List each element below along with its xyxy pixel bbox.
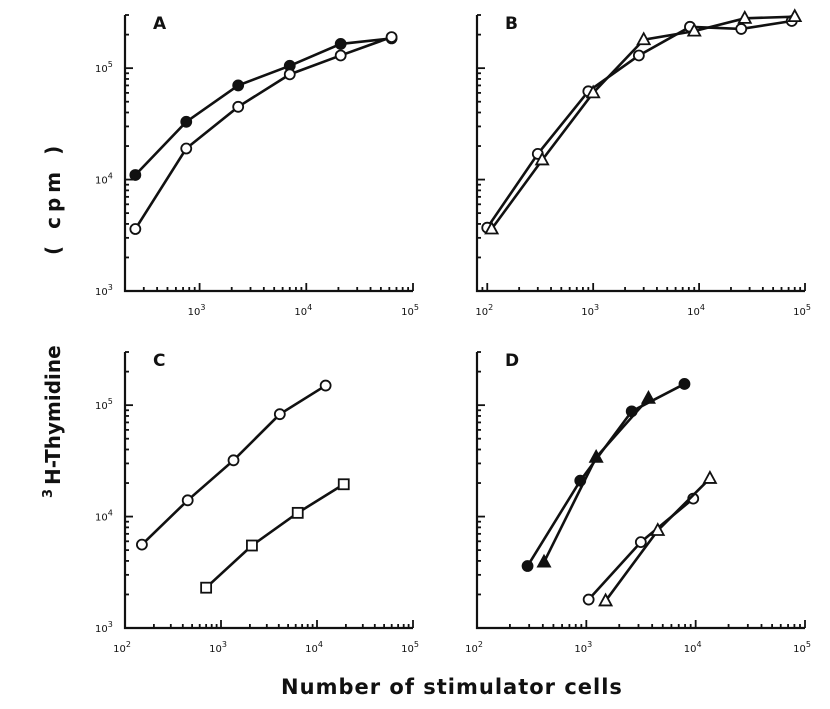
data-point-circle bbox=[180, 115, 193, 128]
x-tick-label: 105 bbox=[401, 303, 419, 318]
series-line bbox=[205, 483, 345, 589]
data-point-circle bbox=[273, 408, 286, 421]
data-point-triangle bbox=[484, 220, 500, 235]
x-axis-title: Number of stimulator cells bbox=[281, 675, 623, 699]
series-line bbox=[542, 397, 650, 563]
x-tick-label: 102 bbox=[465, 640, 483, 655]
x-tick-label: 105 bbox=[401, 640, 419, 655]
y-axis-title-superscript: 3 bbox=[41, 489, 56, 498]
data-point-triangle bbox=[686, 22, 702, 37]
y-axis-title: H-Thymidine bbox=[41, 345, 65, 485]
x-tick-label: 102 bbox=[475, 303, 493, 318]
axis-frame bbox=[123, 352, 413, 630]
data-point-circle bbox=[735, 23, 748, 35]
data-point-circle bbox=[283, 68, 296, 81]
data-point-circle bbox=[521, 560, 534, 572]
x-tick-label: 105 bbox=[793, 303, 811, 318]
x-tick-label: 103 bbox=[209, 640, 227, 655]
data-point-circle bbox=[632, 49, 645, 62]
data-point-circle bbox=[334, 49, 347, 62]
y-tick-label: 105 bbox=[95, 397, 113, 412]
data-point-triangle bbox=[536, 553, 552, 568]
data-point-circle bbox=[180, 142, 193, 155]
x-tick-label: 102 bbox=[113, 640, 131, 655]
axis-frame bbox=[475, 352, 805, 630]
x-tick-label: 103 bbox=[574, 640, 592, 655]
y-tick-label: 104 bbox=[95, 509, 113, 524]
data-point-circle bbox=[181, 494, 194, 507]
x-tick-label: 104 bbox=[294, 303, 312, 318]
data-point-circle bbox=[232, 100, 245, 113]
data-point-circle bbox=[385, 31, 398, 44]
series-line bbox=[134, 37, 392, 176]
data-point-triangle bbox=[702, 470, 718, 484]
y-tick-label: 105 bbox=[95, 60, 113, 75]
y-tick-label: 103 bbox=[95, 283, 113, 298]
data-point-triangle bbox=[650, 522, 666, 536]
data-point-circle bbox=[582, 593, 595, 606]
x-tick-label: 105 bbox=[793, 640, 811, 655]
data-point-triangle bbox=[737, 9, 753, 24]
data-point-triangle bbox=[636, 31, 652, 46]
series-line bbox=[134, 35, 393, 230]
data-point-triangle bbox=[585, 84, 601, 99]
data-point-circle bbox=[634, 536, 647, 549]
x-tick-label: 103 bbox=[581, 303, 599, 318]
data-point-triangle bbox=[598, 592, 614, 607]
panel-label: A bbox=[153, 14, 167, 34]
x-tick-label: 104 bbox=[305, 640, 323, 655]
data-point-circle bbox=[129, 169, 142, 181]
x-tick-label: 103 bbox=[188, 303, 206, 318]
series-line bbox=[587, 497, 695, 601]
data-point-circle bbox=[678, 378, 691, 390]
data-point-square bbox=[291, 506, 304, 519]
data-point-circle bbox=[129, 223, 142, 235]
data-point-circle bbox=[334, 38, 347, 50]
y-tick-label: 104 bbox=[95, 172, 113, 187]
panel-label: B bbox=[505, 14, 518, 34]
y-tick-label: 103 bbox=[95, 620, 113, 635]
panel-label: D bbox=[505, 351, 519, 371]
panel-d: 102 103 104 105 D bbox=[465, 351, 811, 655]
panel-a: 103 104 105 103 104 105 A bbox=[95, 14, 419, 318]
series-line bbox=[526, 382, 686, 567]
data-point-square bbox=[337, 478, 350, 491]
data-point-triangle bbox=[534, 151, 550, 166]
x-tick-label: 104 bbox=[684, 640, 702, 655]
data-point-square bbox=[200, 581, 213, 594]
axis-frame bbox=[123, 15, 413, 293]
data-point-circle bbox=[136, 538, 148, 551]
data-point-circle bbox=[227, 454, 240, 467]
series-line bbox=[490, 15, 795, 230]
data-point-circle bbox=[232, 79, 245, 92]
data-point-circle bbox=[319, 379, 332, 392]
y-axis-title-group: 3 H-Thymidine ( cpm ) bbox=[41, 141, 65, 498]
panel-b: 102 103 104 105 B bbox=[475, 8, 811, 318]
x-tick-label: 104 bbox=[687, 303, 705, 318]
data-point-square bbox=[246, 539, 258, 552]
y-axis-unit: ( cpm ) bbox=[41, 141, 65, 255]
data-point-triangle bbox=[787, 8, 803, 23]
panel-label: C bbox=[153, 351, 165, 371]
data-point-triangle bbox=[588, 448, 604, 463]
data-point-triangle bbox=[640, 390, 656, 404]
